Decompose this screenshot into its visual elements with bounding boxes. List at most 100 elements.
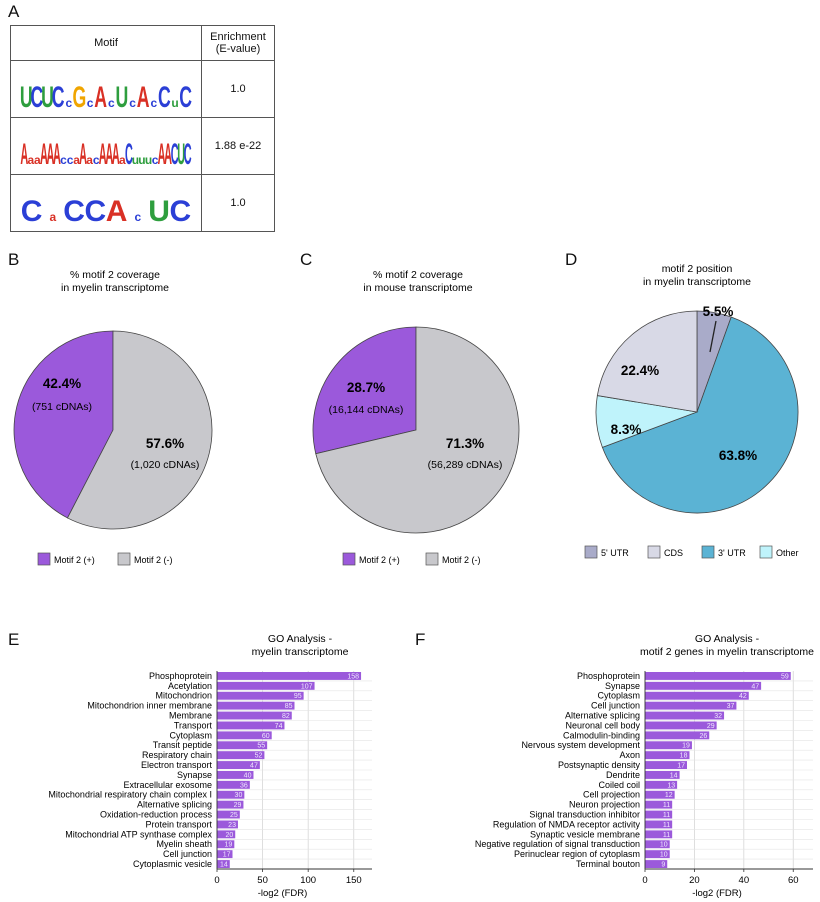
category-label: Extracellular exosome (123, 780, 212, 790)
bar (217, 810, 240, 819)
logo-letter: c (152, 153, 159, 167)
x-tick-label: 20 (689, 875, 700, 886)
bar-value-label: 17 (677, 763, 685, 770)
slice-label: 63.8% (719, 448, 757, 463)
category-label: Signal transduction inhibitor (529, 810, 640, 820)
bar-value-label: 42 (739, 693, 747, 700)
logo-letter: a (73, 153, 80, 167)
category-label: Alternative splicing (137, 800, 212, 810)
category-label: Mitochondrion inner membrane (87, 701, 212, 711)
bar (217, 860, 230, 868)
logo-letter: C (63, 195, 85, 228)
bar (217, 681, 315, 690)
logo-letter: A (112, 137, 120, 170)
bar-value-label: 12 (665, 792, 673, 799)
bar-chart-e: GO Analysis -myelin transcriptome 158 Phos… (48, 633, 372, 899)
bar-value-label: 32 (714, 713, 722, 720)
bar (645, 840, 670, 849)
bar (645, 800, 673, 809)
category-label: Oxidation-reduction process (100, 810, 213, 820)
bar (645, 701, 737, 710)
bar-value-label: 29 (707, 723, 715, 730)
bar-value-label: 14 (670, 772, 678, 779)
logo-letter: u (145, 153, 152, 167)
category-label: Synapse (177, 770, 212, 780)
chart-title: in mouse transcriptome (363, 282, 472, 294)
bar (217, 721, 285, 730)
bar-value-label: 20 (225, 832, 233, 839)
logo-letter: c (65, 96, 72, 110)
category-label: Cytoplasm (597, 691, 640, 701)
legend-label: Other (776, 548, 799, 558)
category-label: Calmodulin-binding (563, 730, 640, 740)
bar-chart-f: GO Analysis -motif 2 genes in myelin tra… (475, 633, 814, 899)
enrichment-header-line1: Enrichment (210, 31, 266, 43)
bar-value-label: 74 (275, 723, 283, 730)
bar (645, 850, 670, 859)
bar-value-label: 17 (223, 852, 231, 859)
logo-letter: a (34, 153, 41, 167)
bar-value-label: 107 (301, 683, 313, 690)
bar-value-label: 13 (667, 782, 675, 789)
category-label: Cell projection (583, 790, 640, 800)
logo-letter: c (135, 210, 142, 224)
logo-letter: A (99, 137, 107, 170)
bar (217, 771, 254, 779)
legend-label: 3' UTR (718, 548, 746, 558)
logo-letter: G (73, 81, 87, 114)
motif-table-header: Motif Enrichment (E-value) (10, 25, 275, 61)
chart-title: % motif 2 coverage (70, 269, 160, 281)
category-label: Neuronal cell body (565, 720, 640, 730)
slice-sublabel: (1,020 cDNAs) (131, 459, 200, 471)
slice-label: 8.3% (611, 422, 642, 437)
logo-letter: A (164, 137, 172, 170)
panel-label-d: D (565, 250, 578, 269)
logo-letter: c (108, 96, 115, 110)
legend-label: CDS (664, 548, 683, 558)
legend-swatch (584, 545, 598, 559)
logo-letter: C (184, 137, 192, 170)
bar (217, 790, 245, 799)
logo-letter: u (171, 96, 178, 110)
category-label: Phosphoprotein (577, 671, 640, 681)
bar (217, 672, 362, 680)
logo-letter: A (158, 137, 166, 170)
chart-title: in myelin transcriptome (643, 276, 751, 288)
logo-letter: c (67, 153, 74, 167)
slice-label: 71.3% (446, 436, 484, 451)
logo-letter: A (53, 137, 61, 170)
logo-letter: c (129, 96, 136, 110)
x-tick-label: 60 (788, 875, 799, 886)
bar-value-label: 11 (663, 822, 670, 829)
logo-letter: c (87, 96, 94, 110)
slice-label: 57.6% (146, 436, 184, 451)
category-label: Dendrite (606, 770, 640, 780)
x-tick-label: 50 (257, 875, 268, 886)
bar (645, 691, 749, 700)
x-tick-label: 150 (346, 875, 362, 886)
bar-value-label: 30 (235, 792, 243, 799)
legend-label: Motif 2 (+) (54, 555, 95, 565)
category-label: Synapse (605, 681, 640, 691)
bar-value-label: 85 (285, 703, 293, 710)
category-label: Mitochondrial respiratory chain complex … (48, 790, 212, 800)
category-label: Synaptic vesicle membrane (530, 829, 640, 839)
bar-value-label: 25 (230, 812, 238, 819)
panel-label-b: B (8, 250, 20, 269)
slice-label: 22.4% (621, 363, 659, 378)
bar (645, 731, 710, 740)
bar (645, 860, 668, 868)
slice-sublabel: (56,289 cDNAs) (428, 459, 503, 471)
legend-swatch (701, 545, 715, 559)
bar-value-label: 26 (699, 733, 707, 740)
slice-label: 28.7% (347, 380, 385, 395)
chart-title: myelin transcriptome (252, 646, 349, 658)
bar (645, 721, 717, 730)
bar (217, 830, 236, 839)
category-label: Perinuclear region of cytoplasm (514, 849, 640, 859)
